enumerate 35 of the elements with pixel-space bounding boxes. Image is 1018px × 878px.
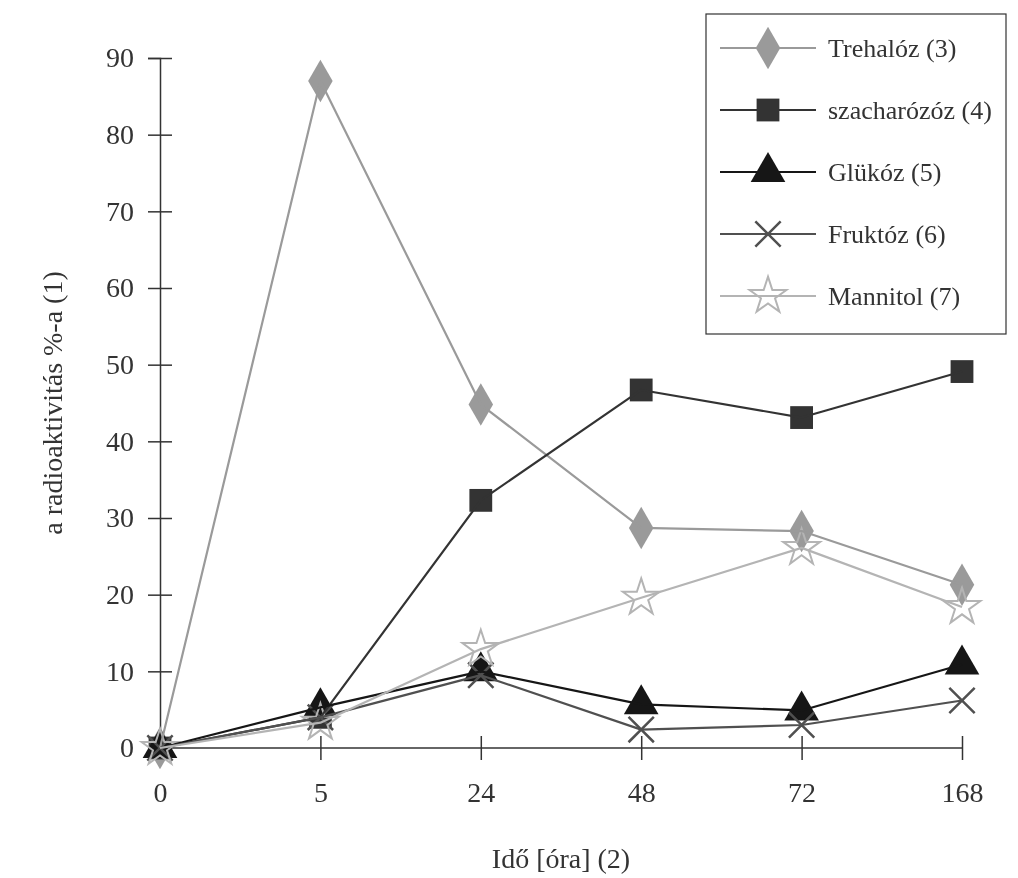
- point: [950, 360, 974, 383]
- point: [782, 527, 821, 565]
- y-tick-label: 20: [106, 579, 134, 611]
- legend-label: Mannitol (7): [828, 282, 961, 311]
- x-tick-label: 48: [627, 776, 656, 808]
- point: [301, 702, 340, 740]
- x-tick-label: 24: [467, 776, 496, 808]
- legend-label: Glükóz (5): [828, 158, 942, 187]
- y-tick-label: 60: [106, 272, 134, 304]
- x-tick-label: 5: [313, 776, 328, 808]
- y-tick-label: 0: [120, 732, 134, 764]
- legend-label: Trehalóz (3): [828, 34, 957, 63]
- y-tick-label: 40: [106, 425, 134, 457]
- point: [138, 726, 181, 766]
- y-tick-label: 90: [106, 42, 134, 74]
- point: [787, 711, 816, 739]
- point: [469, 488, 493, 512]
- point: [790, 406, 813, 429]
- y-tick-label: 10: [106, 655, 134, 687]
- point: [621, 577, 661, 615]
- y-axis-title: a radioaktivitás %-a (1): [37, 271, 68, 535]
- point: [459, 626, 501, 667]
- point: [627, 715, 656, 744]
- x-axis-title: Idő [óra] (2): [491, 843, 631, 874]
- y-tick-label: 50: [106, 349, 134, 381]
- x-tick-label: 72: [788, 776, 817, 808]
- y-tick-label: 80: [106, 119, 134, 151]
- x-tick-label: 168: [941, 776, 984, 808]
- legend-label: Fruktóz (6): [828, 220, 946, 249]
- x-tick-label: 0: [153, 776, 168, 808]
- point: [948, 686, 976, 715]
- legend-label: szacharózóz (4): [828, 96, 992, 125]
- y-tick-label: 70: [106, 195, 134, 227]
- point: [941, 585, 984, 625]
- y-tick-label: 30: [106, 502, 134, 534]
